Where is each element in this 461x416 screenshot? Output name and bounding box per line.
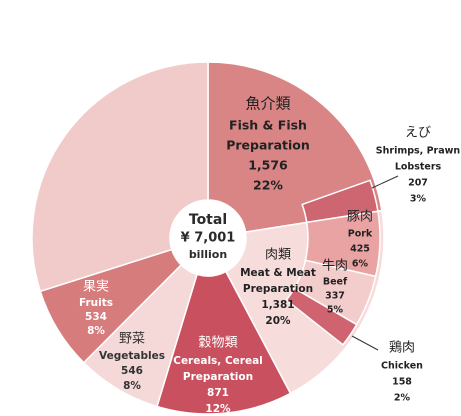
center-hole [170, 200, 246, 276]
label: 3% [410, 194, 427, 205]
label: Preparation [243, 283, 313, 295]
label: 534 [85, 311, 107, 323]
label: 8% [87, 325, 105, 337]
label: 魚介類 [245, 95, 290, 113]
label: 1,381 [261, 299, 294, 311]
leader-line [371, 175, 399, 189]
label: 8% [123, 380, 141, 392]
label: 肉類 [265, 248, 291, 263]
center-value: ¥ 7,001 [181, 231, 236, 246]
label: 豚肉 [347, 210, 373, 225]
label: 果実 [83, 279, 109, 295]
center-unit: billion [189, 248, 227, 261]
label: Beef [323, 277, 348, 288]
label: 22% [253, 178, 283, 193]
label: 20% [265, 315, 291, 327]
label: 2% [394, 393, 411, 404]
label: 12% [205, 403, 231, 415]
center-title: Total [189, 212, 227, 228]
label: Chicken [381, 361, 423, 372]
label: 5% [327, 305, 344, 316]
label: 546 [121, 365, 143, 377]
label: えび [405, 126, 431, 141]
label: Shrimps, Prawn [376, 146, 461, 157]
label: Fruits [79, 297, 113, 309]
label: 鶏肉 [389, 341, 415, 356]
label: Cereals, Cereal [173, 355, 263, 367]
labels: 魚介類 Fish & Fish Preparation 1,576 22% 肉類 Meat … [79, 95, 460, 416]
label: Vegetables [99, 350, 165, 362]
label: Preparation [183, 371, 253, 383]
label: 野菜 [119, 332, 145, 347]
label: 6% [352, 259, 369, 270]
label: 穀物類 [198, 336, 237, 351]
label: 425 [350, 244, 370, 255]
label: Pork [348, 229, 373, 240]
label: 158 [392, 377, 412, 388]
label: 337 [325, 291, 345, 302]
label: 1,576 [248, 158, 288, 173]
leader-line [351, 335, 379, 351]
label: 871 [207, 387, 229, 399]
label: 牛肉 [322, 259, 348, 274]
label: Preparation [226, 138, 310, 153]
label: Lobsters [395, 162, 442, 173]
sub-slice [285, 287, 358, 346]
label: Meat & Meat [240, 267, 316, 279]
wedges [31, 61, 385, 415]
label: Fish & Fish [229, 118, 307, 133]
label: 207 [408, 178, 428, 189]
